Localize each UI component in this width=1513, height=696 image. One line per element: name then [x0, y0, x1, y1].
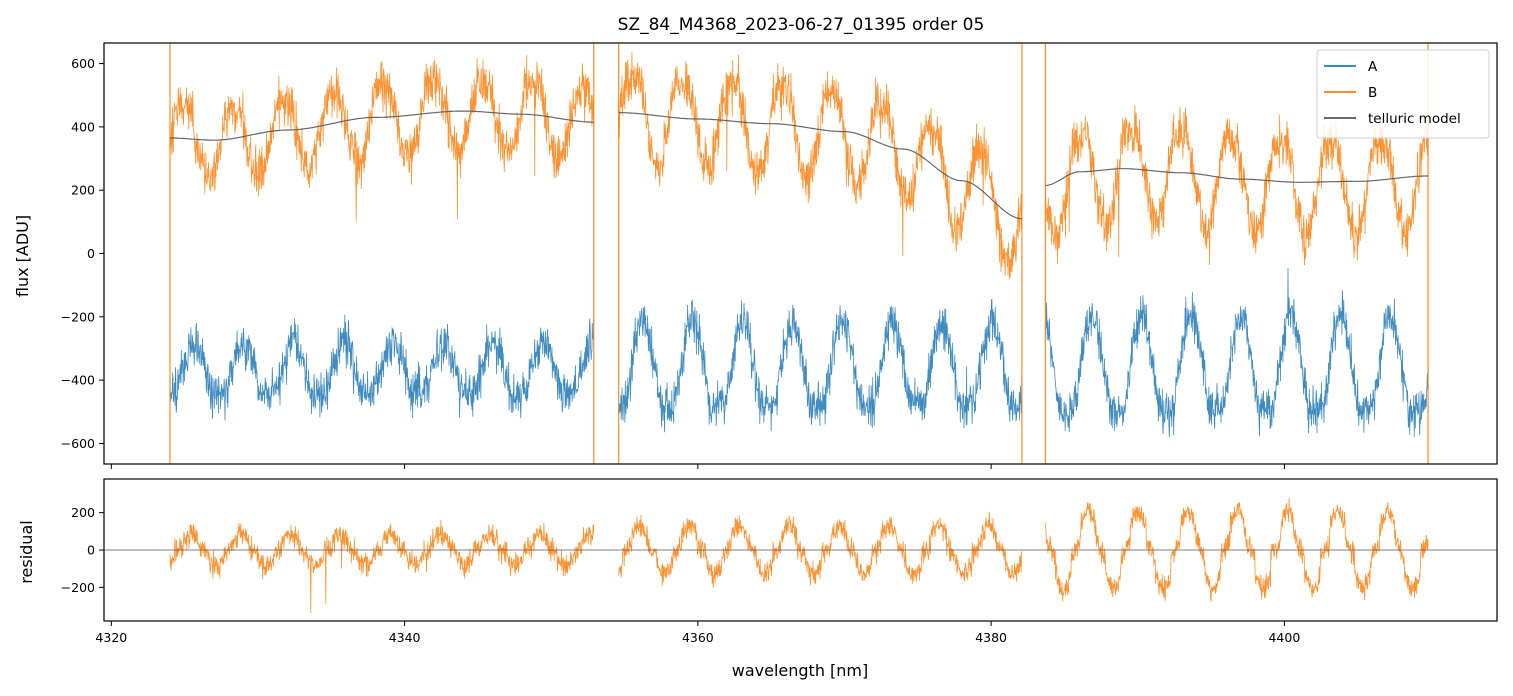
- telluric-model-line: [1045, 168, 1429, 186]
- chart-title: SZ_84_M4368_2023-06-27_01395 order 05: [618, 15, 985, 35]
- series-a-line: [618, 298, 1023, 433]
- residual-line: [169, 519, 595, 614]
- x-axis-label: wavelength [nm]: [732, 661, 869, 680]
- y-tick-label: 0: [87, 246, 95, 261]
- y-tick-label: −400: [61, 373, 95, 388]
- y-tick-label: −600: [61, 436, 95, 451]
- legend-box: [1316, 49, 1490, 139]
- flux-series-group: [169, 43, 1429, 464]
- legend-label-telluric: telluric model: [1368, 111, 1461, 127]
- series-b-line: [618, 52, 1023, 280]
- y-tick-label: −200: [61, 580, 95, 595]
- x-tick-label: 4400: [1268, 630, 1300, 645]
- residual-x-ticks: 4320 4340 4360 4380 4400: [95, 621, 1300, 645]
- legend-label-b: B: [1368, 85, 1377, 101]
- series-b-line: [169, 55, 595, 222]
- series-b-line: [1045, 105, 1429, 266]
- x-tick-label: 4360: [682, 630, 714, 645]
- residual-series-group: [104, 497, 1497, 614]
- legend-label-a: A: [1368, 59, 1378, 75]
- flux-panel: −600 −400 −200 0 200 400 600 flux [ADU] A B te…: [13, 42, 1498, 469]
- x-tick-label: 4340: [389, 630, 421, 645]
- residual-y-ticks: −200 0 200: [61, 505, 104, 595]
- legend: A B telluric model: [1316, 49, 1490, 139]
- y-tick-label: 600: [71, 56, 95, 71]
- y-tick-label: 400: [71, 119, 95, 134]
- y-tick-label: −200: [61, 309, 95, 324]
- flux-y-axis-label: flux [ADU]: [13, 215, 32, 297]
- x-tick-label: 4320: [95, 630, 127, 645]
- flux-y-ticks: −600 −400 −200 0 200 400 600: [61, 56, 104, 451]
- telluric-model-line: [170, 110, 594, 141]
- y-tick-label: 0: [87, 543, 95, 558]
- telluric-model-line: [618, 112, 1022, 220]
- y-tick-label: 200: [71, 505, 95, 520]
- x-tick-label: 4380: [975, 630, 1007, 645]
- y-tick-label: 200: [71, 183, 95, 198]
- flux-x-ticks: [110, 464, 1285, 469]
- residual-line: [1045, 497, 1429, 602]
- residual-y-axis-label: residual: [17, 520, 36, 583]
- series-a-line: [169, 314, 595, 421]
- residual-panel: −200 0 200 4320 4340 4360 4380 4400 residual w…: [17, 478, 1498, 680]
- series-a-line: [1045, 268, 1429, 438]
- residual-line: [618, 511, 1023, 588]
